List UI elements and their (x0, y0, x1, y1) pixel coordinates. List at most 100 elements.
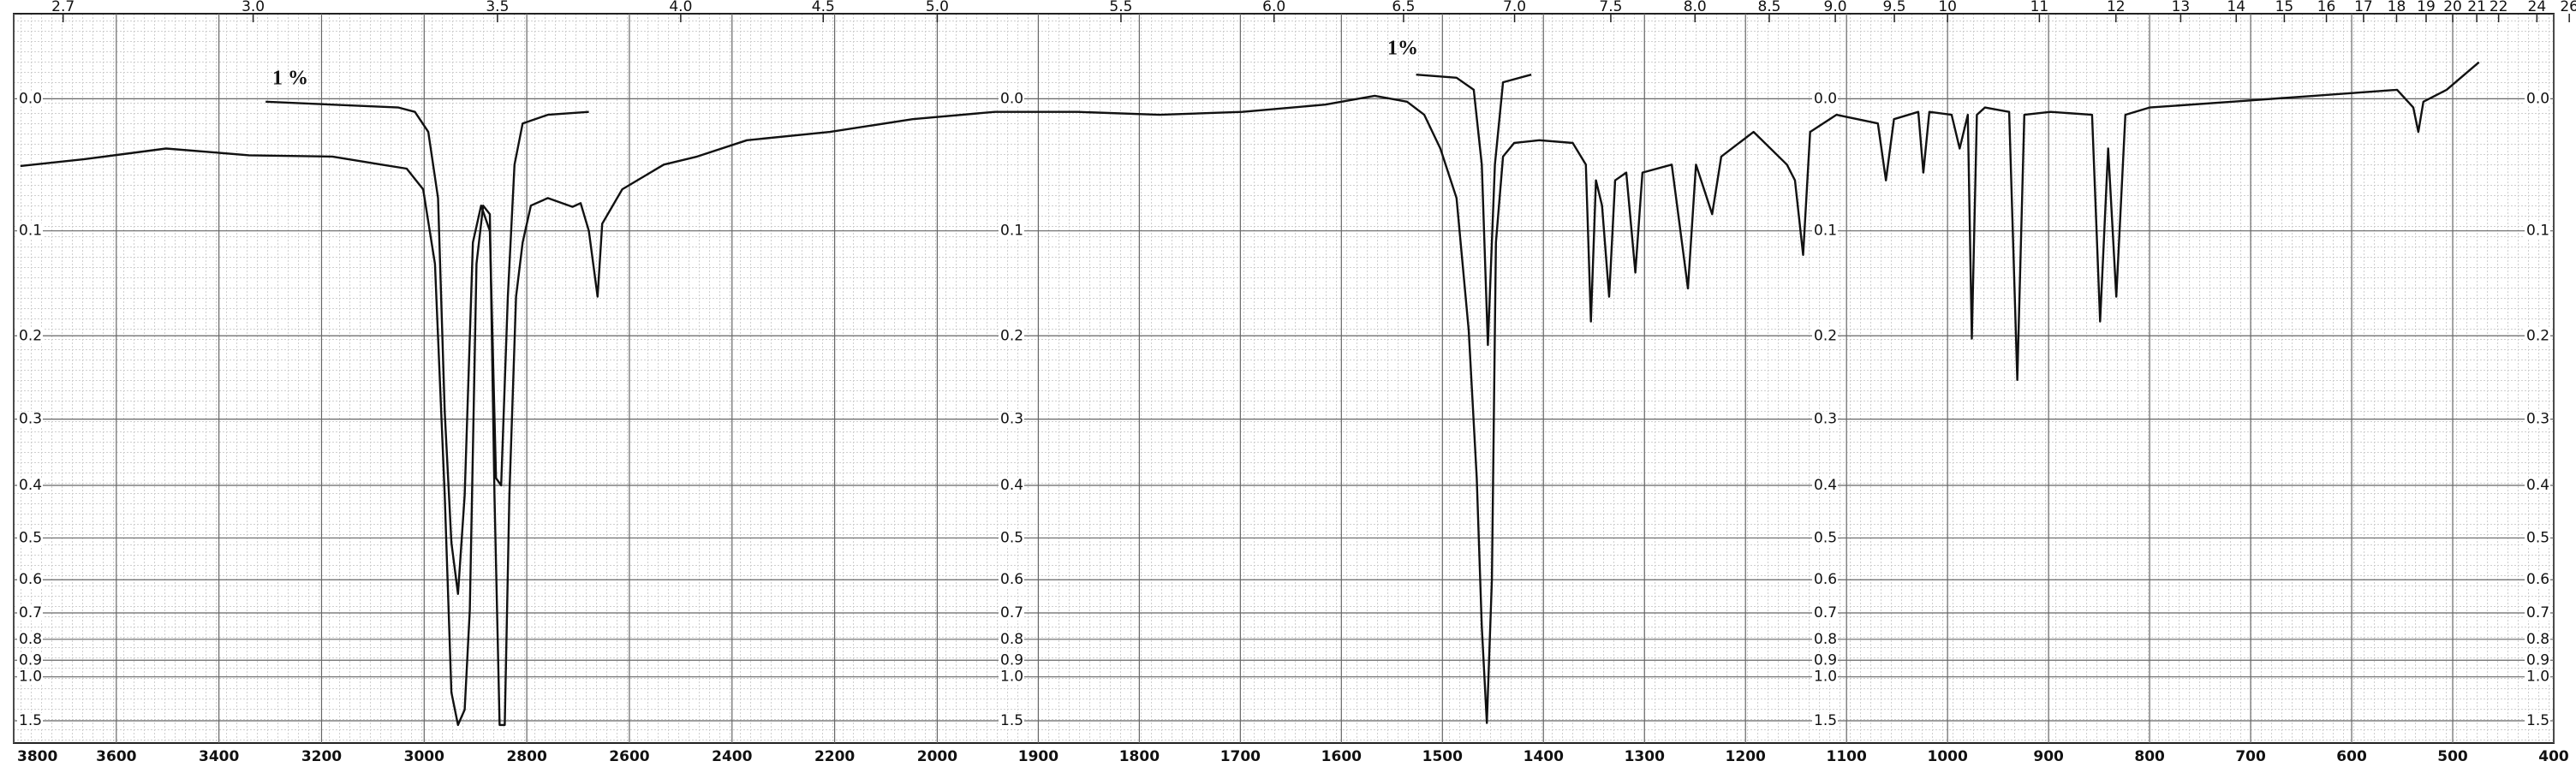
x2-tick-label: 4.0 (669, 0, 692, 15)
label-bg (1812, 411, 1838, 427)
x-tick-label: 400 (2538, 748, 2569, 765)
y-tick-label: 0.5 (19, 529, 42, 546)
x2-tick-label: 9.5 (1883, 0, 1906, 15)
y-tick-label: 0.1 (1000, 223, 1023, 240)
label-bg (999, 572, 1024, 588)
y-tick-label: 0.7 (2526, 604, 2549, 621)
x2-tick-label: 16 (2317, 0, 2336, 15)
label-bg (999, 91, 1024, 107)
x2-tick-label: 17 (2354, 0, 2373, 15)
label-bg (1812, 669, 1838, 685)
label-bg (17, 572, 43, 588)
label-bg (17, 223, 43, 239)
y-tick-label: 0.2 (2526, 327, 2549, 344)
label-bg (999, 713, 1024, 728)
y-tick-label: 0.8 (1814, 631, 1837, 648)
x-tick-label: 2800 (506, 748, 546, 765)
x-tick-label: 3600 (96, 748, 136, 765)
x-tick-label: 1200 (1726, 748, 1766, 765)
x-tick-label: 1500 (1422, 748, 1463, 765)
label-bg (999, 652, 1024, 669)
y-tick-label: 0.0 (19, 90, 42, 107)
x-tick-label: 3000 (404, 748, 444, 765)
label-bg (999, 223, 1024, 239)
label-bg (2525, 530, 2550, 546)
label-bg (17, 477, 43, 493)
label-bg (17, 713, 43, 728)
x2-tick-label: 2.7 (51, 0, 75, 15)
y-tick-label: 0.5 (2526, 529, 2549, 546)
label-bg (999, 605, 1024, 621)
y-tick-label: 0.5 (1000, 529, 1023, 546)
label-bg (17, 631, 43, 647)
x2-tick-label: 5.5 (1109, 0, 1132, 15)
y-tick-label: 0.5 (1814, 529, 1837, 546)
spectrum-line (20, 61, 2480, 727)
label-bg (17, 411, 43, 427)
x-tick-label: 1600 (1321, 748, 1362, 765)
x2-tick-label: 8.5 (1757, 0, 1780, 15)
label-bg (1812, 631, 1838, 647)
y-tick-label: 0.7 (19, 604, 42, 621)
label-bg (2525, 652, 2550, 669)
y-tick-label: 0.0 (2526, 90, 2549, 107)
x-tick-label: 2000 (917, 748, 957, 765)
y-tick-label: 0.3 (2526, 411, 2549, 428)
x-tick-label: 1900 (1018, 748, 1058, 765)
label-bg (1812, 223, 1838, 239)
y-tick-label: 1.0 (2526, 669, 2549, 686)
label-bg (2525, 605, 2550, 621)
x2-tick-label: 9.0 (1824, 0, 1847, 15)
y-tick-label: 0.3 (1000, 411, 1023, 428)
x2-tick-label: 11 (2030, 0, 2049, 15)
x-tick-label: 3200 (301, 748, 342, 765)
label-bg (2525, 572, 2550, 588)
x2-tick-label: 26 (2560, 0, 2576, 15)
label-bg (2525, 713, 2550, 728)
x2-tick-label: 10 (1938, 0, 1957, 15)
label-bg (1812, 652, 1838, 669)
x-tick-label: 600 (2336, 748, 2367, 765)
label-bg (2525, 91, 2550, 107)
label-bg (17, 669, 43, 685)
y-tick-label: 1.0 (19, 669, 42, 686)
spectrum-line (265, 100, 589, 595)
label-bg (2525, 328, 2550, 344)
y-tick-label: 0.6 (2526, 571, 2549, 588)
label-bg (1812, 572, 1838, 588)
x-tick-label: 3800 (17, 748, 57, 765)
x2-tick-label: 21 (2467, 0, 2486, 15)
x2-tick-label: 4.5 (812, 0, 835, 15)
y-tick-label: 0.2 (1814, 327, 1837, 344)
label-bg (999, 669, 1024, 685)
y-tick-label: 0.6 (1814, 571, 1837, 588)
x2-tick-label: 3.0 (242, 0, 265, 15)
x-tick-label: 2600 (609, 748, 649, 765)
label-bg (999, 631, 1024, 647)
x-tick-label: 2200 (814, 748, 855, 765)
x2-tick-label: 13 (2172, 0, 2191, 15)
y-tick-label: 0.4 (1814, 477, 1837, 494)
y-tick-label: 0.2 (1000, 327, 1023, 344)
spectrum-line (1416, 74, 1532, 347)
label-bg (999, 477, 1024, 493)
x2-tick-label: 6.0 (1262, 0, 1285, 15)
label-bg (1812, 605, 1838, 621)
y-tick-label: 0.8 (19, 631, 42, 648)
x-tick-label: 1400 (1524, 748, 1564, 765)
x2-tick-label: 22 (2490, 0, 2508, 15)
x-tick-label: 700 (2235, 748, 2266, 765)
y-tick-label: 0.4 (2526, 477, 2549, 494)
y-tick-label: 0.1 (2526, 223, 2549, 240)
x2-tick-label: 14 (2227, 0, 2245, 15)
label-bg (2525, 669, 2550, 685)
y-tick-label: 1.0 (1814, 669, 1837, 686)
x-tick-label: 1300 (1625, 748, 1665, 765)
label-bg (17, 652, 43, 669)
label-bg (17, 605, 43, 621)
y-tick-label: 0.6 (19, 571, 42, 588)
y-tick-label: 0.7 (1814, 604, 1837, 621)
x2-tick-label: 19 (2417, 0, 2436, 15)
